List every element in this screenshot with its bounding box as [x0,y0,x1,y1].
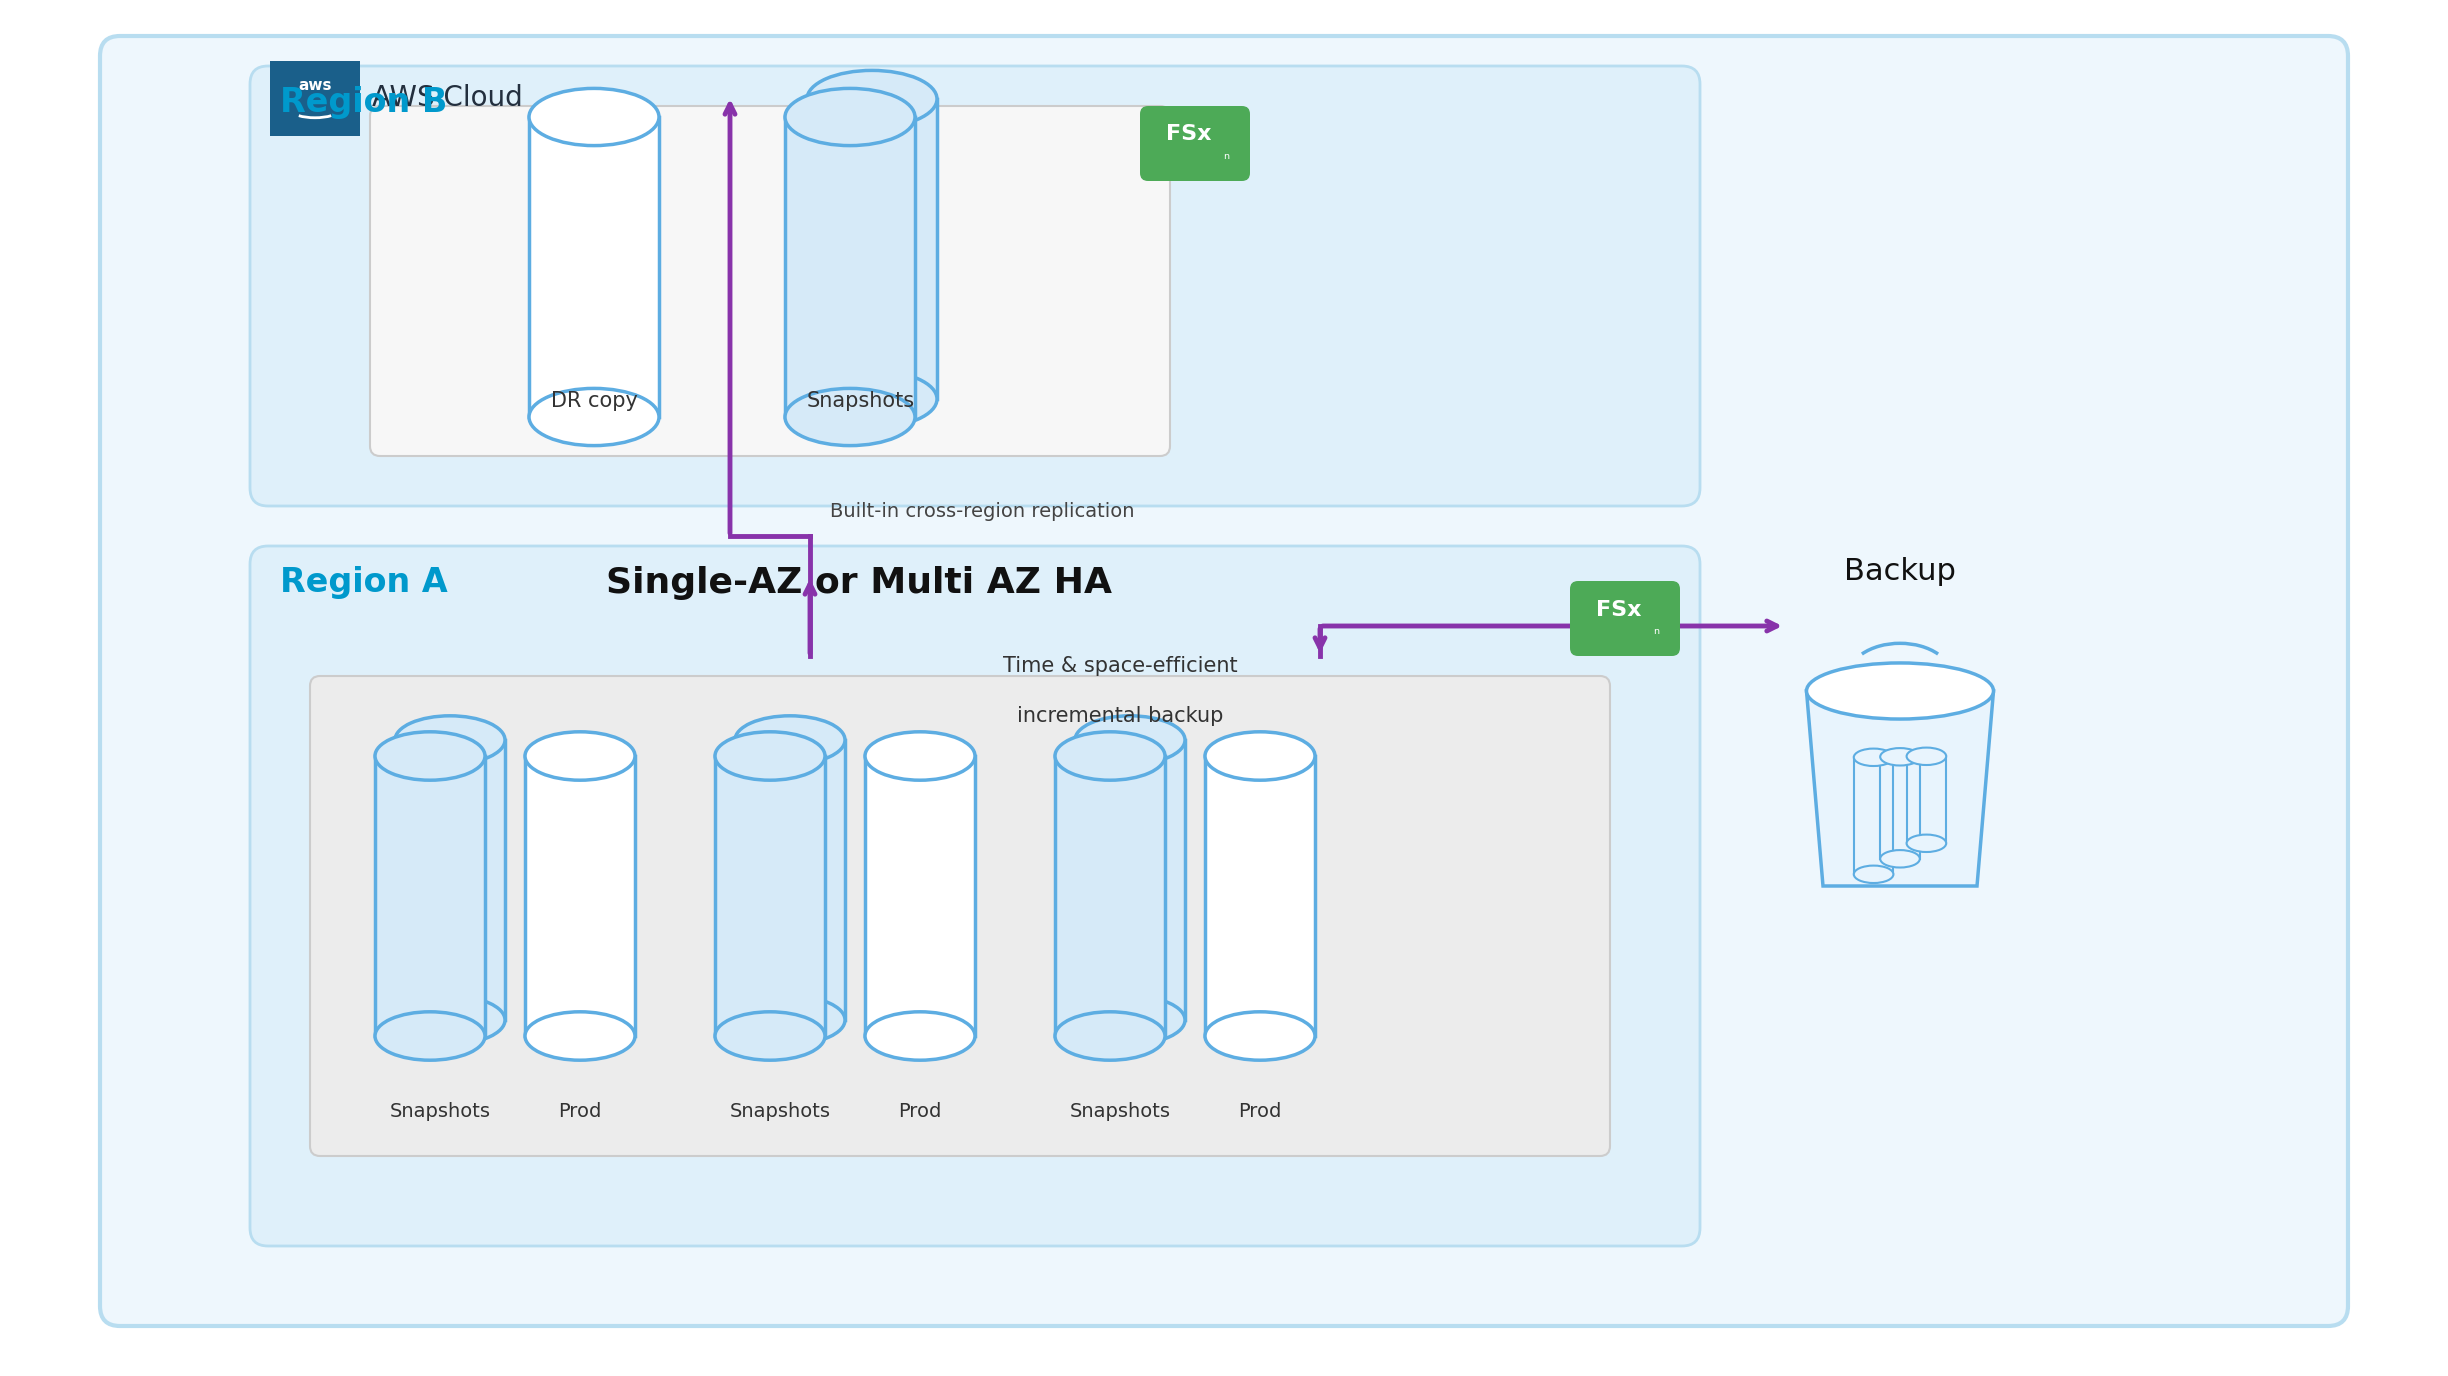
Text: Single-AZ or Multi AZ HA: Single-AZ or Multi AZ HA [607,566,1111,600]
Text: aws: aws [299,77,333,92]
Text: Region A: Region A [279,566,448,599]
Ellipse shape [1075,996,1185,1044]
Bar [1075,740,1185,1020]
Ellipse shape [1880,749,1919,765]
Bar [808,99,938,399]
Bar [715,755,825,1036]
Text: FSx: FSx [1596,600,1640,619]
Ellipse shape [1204,1011,1315,1060]
Ellipse shape [864,732,974,780]
Bar [269,61,360,136]
Text: Prod: Prod [898,1102,942,1121]
Bar [1055,755,1165,1036]
Ellipse shape [1907,835,1946,852]
Ellipse shape [1853,749,1892,766]
Bar [1853,757,1892,874]
Text: Prod: Prod [558,1102,602,1121]
Text: Prod: Prod [1239,1102,1283,1121]
Ellipse shape [786,88,916,146]
Ellipse shape [1807,663,1993,720]
Bar [864,755,974,1036]
Bar [529,117,659,417]
Bar [734,740,845,1020]
Ellipse shape [1880,850,1919,867]
Ellipse shape [734,716,845,764]
Ellipse shape [524,1011,634,1060]
Text: Snapshots: Snapshots [389,1102,490,1121]
Ellipse shape [529,88,659,146]
Ellipse shape [734,996,845,1044]
Bar [375,755,485,1036]
FancyBboxPatch shape [1569,581,1679,656]
Text: Region B: Region B [279,85,448,118]
Ellipse shape [864,1011,974,1060]
Text: ₙ: ₙ [1222,147,1229,162]
Ellipse shape [1055,1011,1165,1060]
Ellipse shape [1075,716,1185,764]
FancyBboxPatch shape [250,66,1699,506]
Ellipse shape [1055,732,1165,780]
Text: Backup: Backup [1843,557,1956,586]
Text: Snapshots: Snapshots [1070,1102,1170,1121]
Bar [524,755,634,1036]
Ellipse shape [808,70,938,128]
Bar [394,740,504,1020]
Ellipse shape [529,388,659,446]
Text: AWS Cloud: AWS Cloud [372,84,524,113]
Ellipse shape [394,996,504,1044]
Ellipse shape [786,388,916,446]
FancyBboxPatch shape [100,36,2348,1326]
Polygon shape [1807,691,1993,886]
Ellipse shape [524,732,634,780]
Ellipse shape [715,732,825,780]
Ellipse shape [1204,732,1315,780]
Ellipse shape [715,1011,825,1060]
Ellipse shape [394,716,504,764]
Bar [1204,755,1315,1036]
FancyBboxPatch shape [311,676,1611,1156]
FancyBboxPatch shape [370,106,1170,455]
Bar [1907,757,1946,843]
Ellipse shape [1907,747,1946,765]
Ellipse shape [375,1011,485,1060]
FancyBboxPatch shape [1141,106,1251,182]
FancyBboxPatch shape [250,546,1699,1247]
Text: Time & space-efficient: Time & space-efficient [1004,656,1236,676]
Text: ₙ: ₙ [1652,622,1660,637]
Text: FSx: FSx [1165,124,1212,144]
Ellipse shape [808,370,938,428]
Text: Built-in cross-region replication: Built-in cross-region replication [830,502,1133,522]
Text: incremental backup: incremental backup [1016,706,1224,727]
Bar [1880,757,1919,859]
Ellipse shape [375,732,485,780]
Text: Snapshots: Snapshots [808,391,916,411]
Text: Snapshots: Snapshots [730,1102,830,1121]
Ellipse shape [1853,866,1892,883]
Text: DR copy: DR copy [551,391,636,411]
Bar [786,117,916,417]
